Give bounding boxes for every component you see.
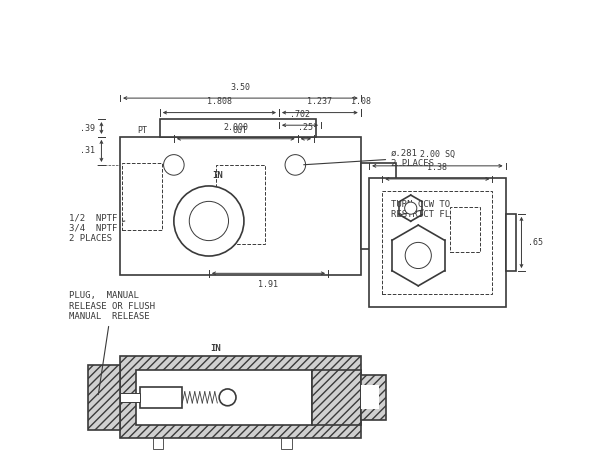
Bar	[160, 119, 316, 137]
Text: .31: .31	[80, 146, 95, 156]
Text: 2.00 SQ: 2.00 SQ	[420, 150, 455, 159]
Bar	[140, 387, 182, 407]
Bar	[120, 356, 361, 438]
Circle shape	[219, 389, 236, 406]
Text: PLUG,  MANUAL
RELEASE OR FLUSH
MANUAL  RELEASE: PLUG, MANUAL RELEASE OR FLUSH MANUAL REL…	[69, 291, 155, 395]
Bar	[136, 369, 311, 425]
Text: .702: .702	[290, 110, 310, 118]
Text: 1.38: 1.38	[427, 164, 448, 172]
Bar	[382, 191, 493, 294]
Text: PT: PT	[137, 125, 148, 134]
Circle shape	[405, 243, 431, 268]
Text: 1.808: 1.808	[207, 97, 232, 106]
Text: 1.91: 1.91	[259, 280, 278, 289]
Bar	[120, 393, 140, 402]
Bar	[153, 438, 163, 448]
Text: ø.281
2 PLACES: ø.281 2 PLACES	[304, 148, 434, 168]
Circle shape	[404, 202, 417, 214]
Text: .39: .39	[80, 124, 95, 133]
Text: TURN CCW TO
RESTRICT FLOW: TURN CCW TO RESTRICT FLOW	[391, 200, 461, 219]
Text: OUT: OUT	[233, 125, 248, 134]
Bar	[361, 375, 386, 420]
Bar	[369, 178, 506, 307]
Bar	[120, 137, 361, 274]
Bar	[361, 385, 379, 409]
Text: .25: .25	[298, 123, 313, 132]
Text: IN: IN	[212, 171, 223, 180]
Text: 1/2  NPTF
3/4  NPTF
2 PLACES: 1/2 NPTF 3/4 NPTF 2 PLACES	[69, 213, 125, 243]
Text: IN: IN	[210, 344, 221, 353]
Text: 1.237: 1.237	[307, 97, 332, 106]
Circle shape	[174, 186, 244, 256]
Text: 2.000: 2.000	[223, 123, 248, 132]
Text: .65: .65	[527, 238, 542, 247]
Bar	[506, 214, 516, 271]
Circle shape	[164, 155, 184, 175]
Bar	[216, 165, 265, 244]
Circle shape	[285, 155, 305, 175]
Circle shape	[189, 201, 229, 241]
Text: 3.50: 3.50	[230, 83, 250, 92]
Bar	[311, 369, 361, 425]
Text: 1.08: 1.08	[351, 97, 371, 106]
Bar	[281, 438, 292, 448]
Bar	[122, 163, 162, 230]
Bar	[361, 163, 396, 249]
Bar	[449, 207, 480, 251]
Bar	[88, 365, 120, 430]
